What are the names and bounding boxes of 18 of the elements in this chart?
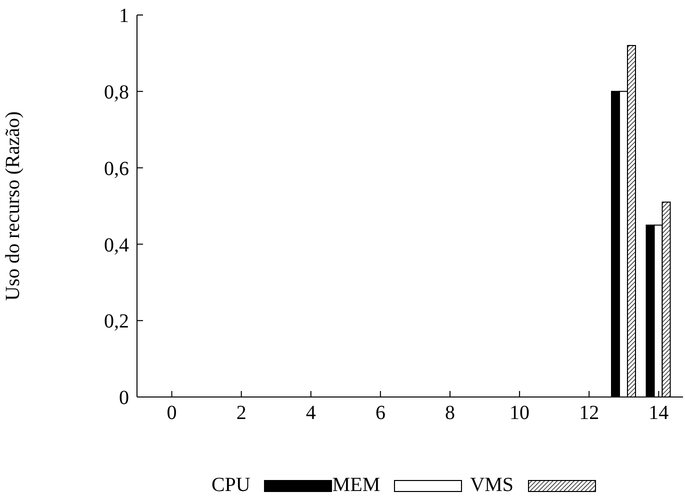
x-tick-label: 6	[375, 402, 386, 424]
x-tick-label: 0	[166, 402, 177, 424]
y-tick-label: 0,2	[104, 310, 129, 333]
y-tick-label: 0,6	[104, 158, 129, 180]
x-tick-label: 12	[579, 402, 600, 424]
y-axis-title: Uso do recurso (Razão)	[2, 111, 24, 301]
legend-label: MEM	[332, 474, 380, 497]
legend-label: VMS	[470, 474, 514, 497]
x-tick-label: 8	[444, 402, 455, 424]
y-tick-label: 0,4	[104, 234, 129, 256]
y-tick-label: 0	[119, 387, 129, 410]
x-tick-label: 2	[236, 402, 246, 424]
x-tick-label: 10	[510, 402, 530, 424]
y-tick-label: 1	[119, 5, 129, 28]
legend-label: CPU	[211, 474, 250, 497]
y-tick-label: 0,8	[104, 82, 129, 104]
x-tick-label: 4	[306, 402, 316, 424]
x-tick-label: 14	[648, 402, 669, 424]
